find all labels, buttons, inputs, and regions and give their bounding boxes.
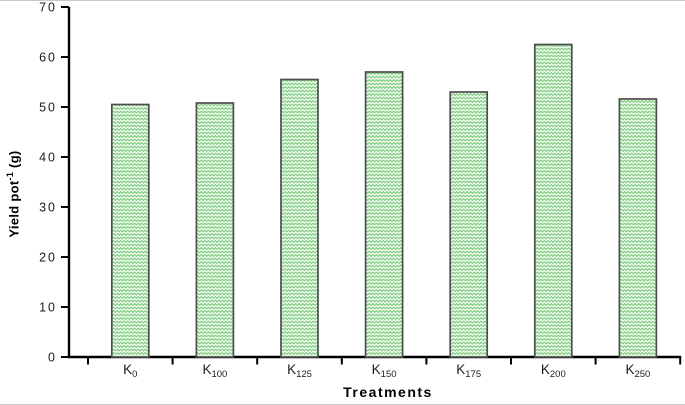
y-axis-title-unit: (g) (6, 150, 22, 172)
y-axis-tick-label: 20 (39, 251, 57, 265)
category-base: K (123, 362, 132, 377)
bar-K250 (618, 98, 658, 358)
category-base: K (202, 362, 211, 377)
figure-top-border (0, 0, 685, 1)
y-axis-tick-label: 30 (39, 201, 57, 215)
category-base: K (372, 362, 381, 377)
bar-K200 (533, 43, 573, 358)
category-base: K (287, 362, 296, 377)
category-subscript: 250 (634, 369, 650, 380)
x-category-label: K0 (123, 362, 137, 380)
y-axis-tick-label: 40 (39, 151, 57, 165)
category-subscript: 100 (211, 369, 227, 380)
category-base: K (625, 362, 634, 377)
y-axis-title: Yield pot-1 (g) (5, 150, 22, 238)
y-axis-tick-label: 70 (39, 1, 57, 15)
category-subscript: 125 (296, 369, 312, 380)
bar-K175 (449, 91, 489, 358)
y-axis-title-superscript: -1 (5, 171, 16, 181)
y-axis-title-text: Yield pot (6, 180, 22, 238)
category-subscript: 175 (465, 369, 481, 380)
x-category-label: K100 (202, 362, 227, 380)
category-base: K (456, 362, 465, 377)
category-base: K (541, 362, 550, 377)
bar-K150 (364, 71, 404, 358)
x-category-label: K125 (287, 362, 312, 380)
y-axis-tick-label: 10 (39, 301, 57, 315)
bar-K100 (195, 102, 235, 358)
x-category-label: K250 (625, 362, 650, 380)
x-category-label: K150 (372, 362, 397, 380)
category-subscript: 150 (381, 369, 397, 380)
x-category-label: K200 (541, 362, 566, 380)
bar-K0 (110, 103, 150, 358)
x-axis-title: Treatments (343, 384, 433, 400)
y-axis-tick-label: 60 (39, 51, 57, 65)
y-axis-tick-label: 50 (39, 101, 57, 115)
y-axis-tick-label: 0 (48, 351, 57, 365)
category-subscript: 0 (132, 369, 137, 380)
bar-K125 (280, 78, 319, 358)
category-subscript: 200 (550, 369, 566, 380)
x-category-label: K175 (456, 362, 481, 380)
